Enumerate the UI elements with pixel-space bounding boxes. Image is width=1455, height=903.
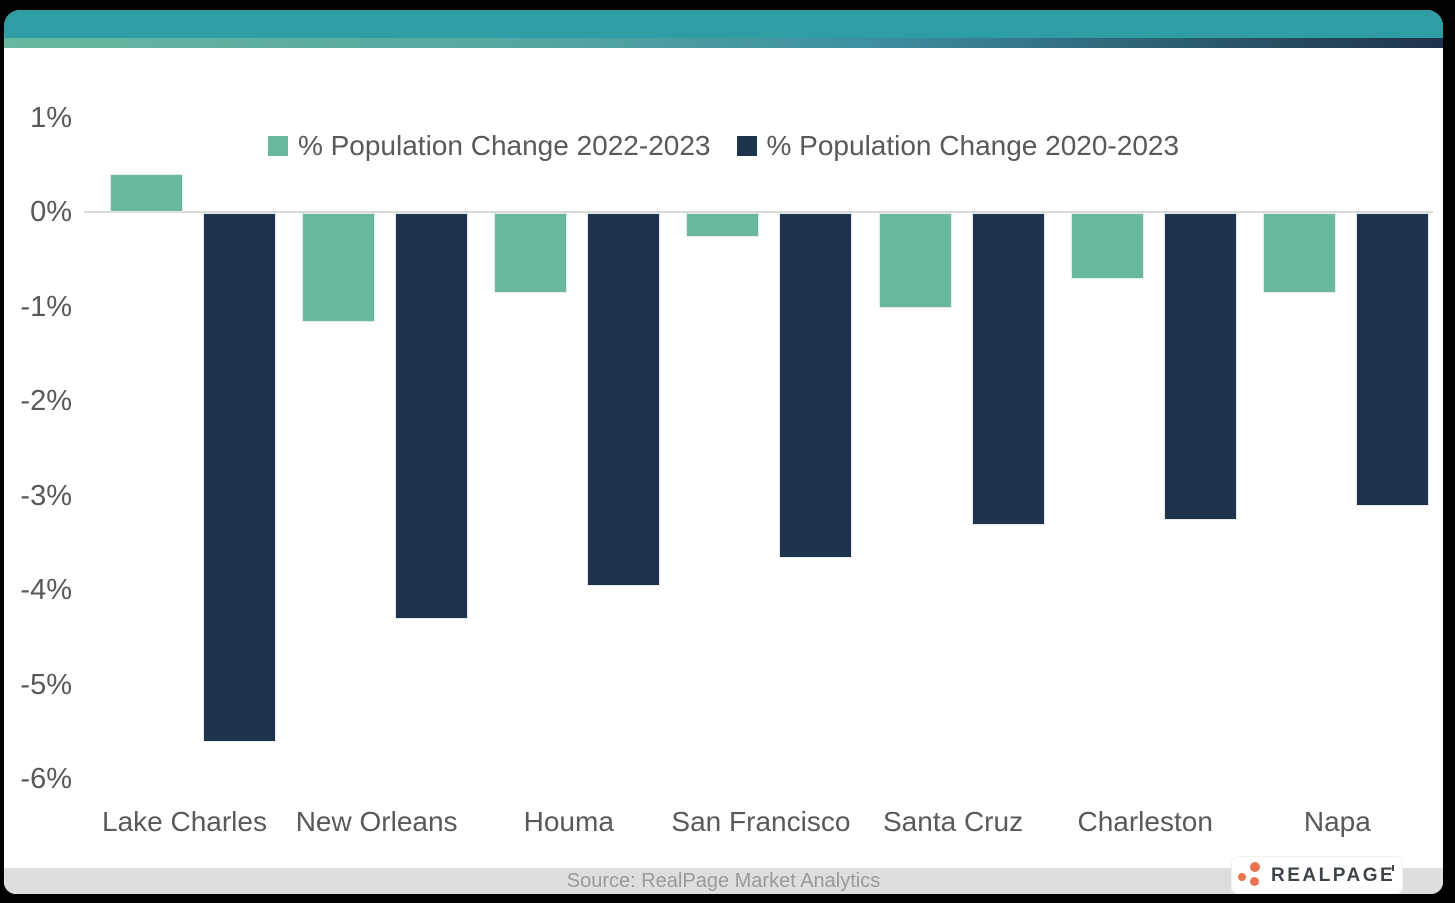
x-label-houma: Houma [523, 806, 614, 837]
logo-dot-icon [1250, 877, 1259, 886]
y-tick--6: -6% [20, 763, 72, 795]
x-label-santa-cruz: Santa Cruz [883, 806, 1024, 837]
legend-swatch-icon [267, 136, 288, 156]
header-gradient-strip [4, 38, 1443, 48]
x-label-napa: Napa [1303, 806, 1371, 837]
y-tick--2: -2% [20, 385, 72, 417]
bar-2020-2023-houma [587, 213, 661, 587]
bar-2022-2023-charleston [1070, 213, 1144, 280]
logo-text: REALPAGE [1271, 865, 1396, 886]
bar-2020-2023-new-orleans [395, 213, 469, 620]
x-label-lake-charles: Lake Charles [102, 806, 267, 837]
y-tick--4: -4% [20, 574, 72, 606]
legend-item--population-change-2020-2023: % Population Change 2020-2023 [736, 130, 1180, 162]
bar-2022-2023-lake-charles [110, 174, 183, 212]
y-tick--5: -5% [20, 668, 72, 701]
x-label-charleston: Charleston [1077, 806, 1213, 837]
bar-2020-2023-san-francisco [779, 213, 853, 558]
realpage-logo: REALPAGE [1231, 856, 1403, 894]
header-accent-bar [4, 10, 1443, 38]
y-tick--3: -3% [20, 479, 72, 512]
legend-swatch-icon [736, 136, 757, 156]
bar-2020-2023-charleston [1163, 213, 1237, 521]
bar-2022-2023-napa [1262, 213, 1336, 294]
chart-card: % Population Change 2022-2023 % Populatio… [4, 10, 1443, 894]
legend: % Population Change 2022-2023 % Populatio… [4, 130, 1443, 162]
legend-label: % Population Change 2022-2023 [297, 130, 711, 161]
legend-label: % Population Change 2020-2023 [766, 130, 1180, 161]
bar-2022-2023-santa-cruz [878, 213, 952, 308]
bar-2022-2023-new-orleans [302, 213, 376, 322]
x-label-new-orleans: New Orleans [295, 806, 458, 837]
zero-gridline [84, 211, 1433, 213]
trademark-mark [1392, 865, 1394, 871]
bar-2020-2023-napa [1355, 213, 1429, 506]
bar-2022-2023-san-francisco [686, 213, 760, 237]
legend-item--population-change-2022-2023: % Population Change 2022-2023 [267, 130, 711, 162]
source-text: Source: RealPage Market Analytics [566, 869, 881, 892]
bar-2020-2023-santa-cruz [971, 213, 1045, 525]
x-label-san-francisco: San Francisco [671, 806, 851, 837]
source-strip: Source: RealPage Market Analytics [4, 868, 1443, 894]
plot-area [88, 48, 1433, 868]
logo-dot-icon [1238, 873, 1246, 881]
bar-2022-2023-houma [494, 213, 568, 294]
y-tick-1: 1% [30, 101, 72, 134]
logo-dot-icon [1250, 862, 1260, 872]
chart-area: % Population Change 2022-2023 % Populatio… [4, 48, 1443, 868]
y-tick--1: -1% [20, 290, 72, 323]
bar-2020-2023-lake-charles [203, 213, 276, 743]
y-tick-0: 0% [30, 196, 72, 228]
